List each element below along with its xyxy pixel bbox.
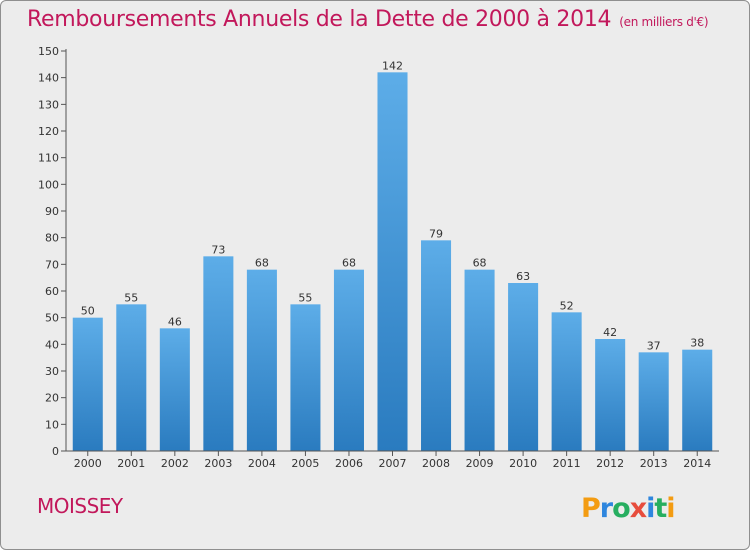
bar-2014 [682,349,713,451]
x-tick-label-2013: 2013 [640,457,668,470]
x-tick-label-2000: 2000 [74,457,102,470]
bar-2007 [377,72,408,451]
bar-2002 [159,328,190,451]
bar-2011 [551,312,582,451]
y-tick-label: 80 [45,232,59,245]
y-tick-label: 30 [45,365,59,378]
y-tick-label: 150 [38,45,59,58]
bar-2009 [464,269,495,451]
y-axis: 0 10 20 30 40 50 60 70 80 90 100 110 120 130 140 150 [38,45,67,458]
data-label-2009: 68 [473,257,487,270]
bar-2013 [638,352,669,451]
bar-2000 [72,317,103,451]
y-tick-label: 100 [38,178,59,191]
data-label-2011: 52 [560,299,574,312]
y-tick-label: 50 [45,312,59,325]
bar-2012 [595,339,626,451]
data-label-2005: 55 [298,291,312,304]
y-tick-label: 140 [38,72,59,85]
bar-2006 [333,269,364,451]
chart-title: Remboursements Annuels de la Dette de 20… [27,7,709,32]
data-label-2003: 73 [211,243,225,256]
x-tick-label-2012: 2012 [596,457,624,470]
y-tick-label: 40 [45,338,59,351]
x-tick-label-2005: 2005 [291,457,319,470]
x-tick-label-2002: 2002 [161,457,189,470]
y-tick-label: 60 [45,285,59,298]
x-tick-label-2006: 2006 [335,457,363,470]
y-tick-label: 20 [45,392,59,405]
bar-2001 [116,304,147,451]
data-label-2014: 38 [690,337,704,350]
y-tick-label: 70 [45,258,59,271]
y-tick-label: 0 [52,445,59,458]
chart-title-text: Remboursements Annuels de la Dette de 20… [27,7,612,32]
y-tick-label: 110 [38,152,59,165]
x-tick-label-2009: 2009 [466,457,494,470]
x-tick-label-2011: 2011 [553,457,581,470]
data-label-2006: 68 [342,257,356,270]
x-tick-label-2008: 2008 [422,457,450,470]
data-label-2013: 37 [647,339,661,352]
x-tick-label-2004: 2004 [248,457,276,470]
proxiti-logo: Proxiti [581,493,676,524]
chart-subtitle: (en milliers d'€) [619,15,709,29]
y-tick-label: 120 [38,125,59,138]
y-tick-label: 10 [45,418,59,431]
data-label-2002: 46 [168,315,182,328]
bar-2008 [421,240,452,451]
bar-2005 [290,304,321,451]
x-tick-label-2003: 2003 [204,457,232,470]
x-tick-label-2007: 2007 [379,457,407,470]
bar-2004 [246,269,277,451]
x-tick-label-2014: 2014 [683,457,711,470]
data-label-2008: 79 [429,227,443,240]
x-tick-label-2001: 2001 [117,457,145,470]
data-label-2004: 68 [255,257,269,270]
x-axis: 2000 2001 2002 2003 2004 2005 2006 2007 2008 2009… [66,450,719,470]
data-label-2007: 142 [382,59,403,72]
data-label-2010: 63 [516,270,530,283]
bar-2010 [508,283,539,451]
bar-2003 [203,256,234,451]
y-tick-label: 130 [38,98,59,111]
y-tick-label: 90 [45,205,59,218]
city-name: MOISSEY [37,494,123,518]
svg-text:Proxiti: Proxiti [581,493,675,524]
data-label-2000: 50 [81,305,95,318]
data-label-2001: 55 [124,291,138,304]
bars-group: 50 55 46 73 68 55 68 142 79 68 63 52 42 37 38 [72,59,713,451]
data-label-2012: 42 [603,326,617,339]
x-tick-label-2010: 2010 [509,457,537,470]
